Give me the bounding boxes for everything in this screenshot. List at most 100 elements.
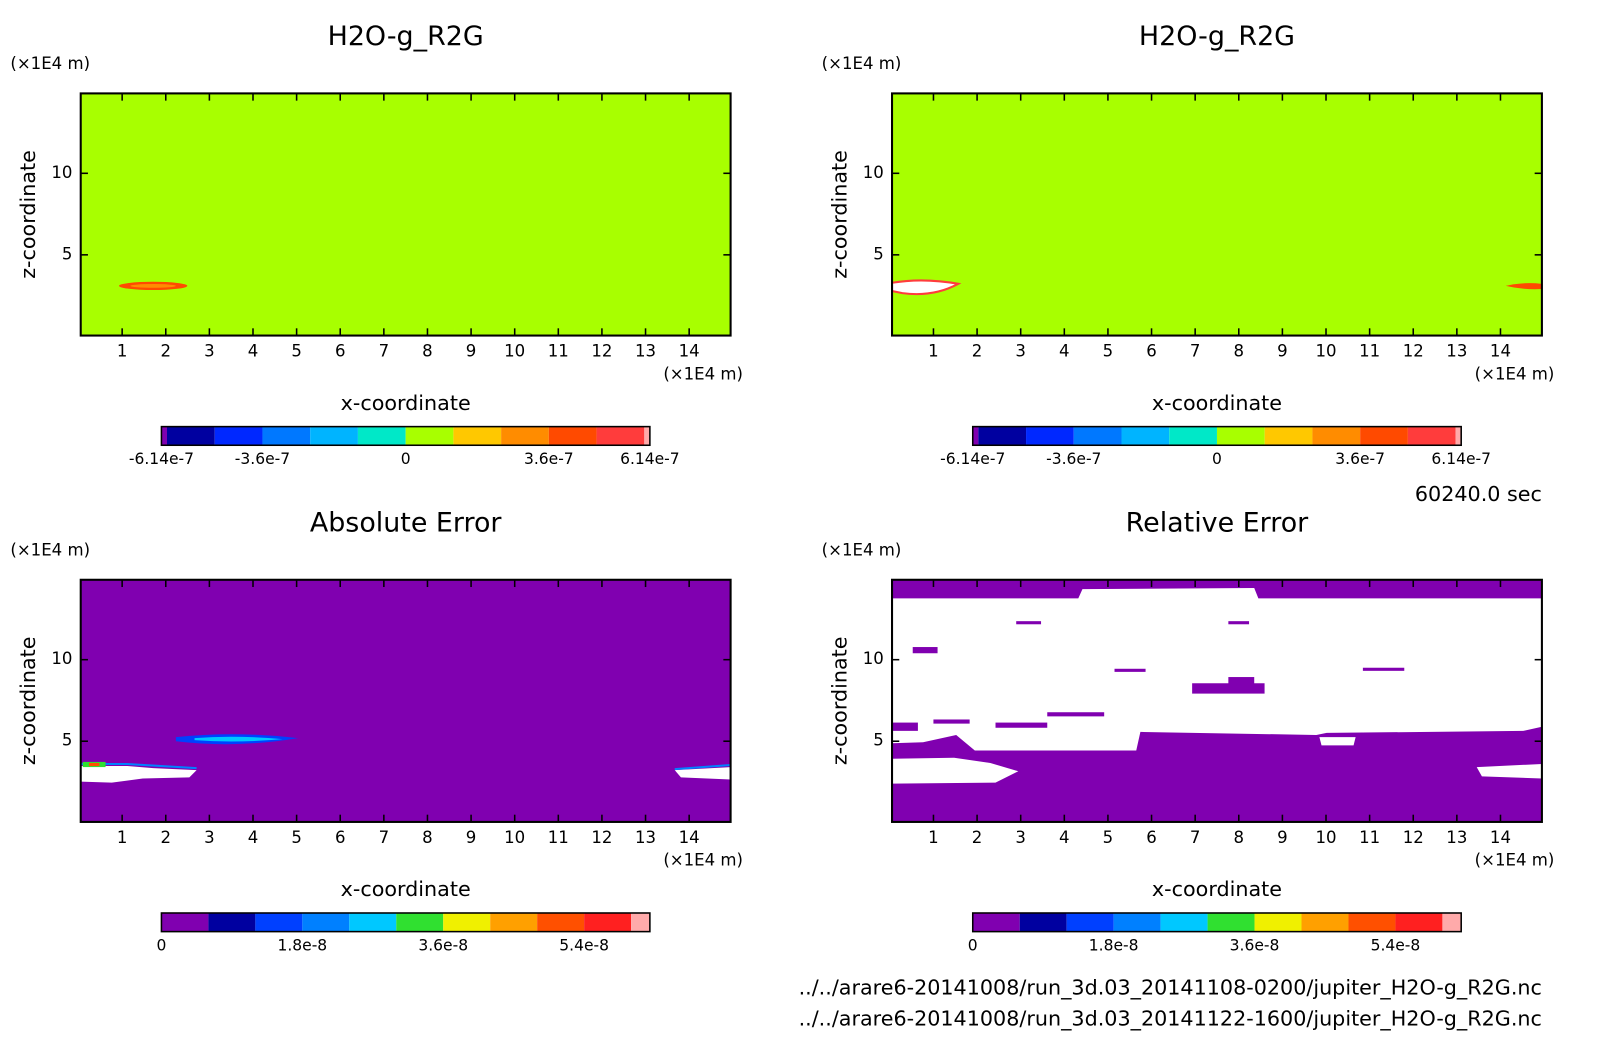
x-tick-label: 14 (1490, 342, 1511, 361)
field-contour (892, 722, 918, 731)
colorbar-box (161, 426, 168, 446)
field-contour (1114, 668, 1146, 672)
colorbar-box (453, 426, 502, 446)
x-tick-label: 11 (1359, 828, 1380, 847)
colorbar-box (972, 426, 979, 446)
y-tick-label: 5 (873, 731, 884, 750)
colorbar-box (490, 912, 538, 932)
x-tick-label: 4 (248, 828, 259, 847)
x-unit: (×1E4 m) (663, 851, 743, 870)
y-tick-label: 5 (62, 731, 73, 750)
field-contour (1228, 621, 1250, 625)
colorbar-box (1348, 912, 1396, 932)
colorbar-tick-label: 1.8e-8 (1089, 937, 1139, 955)
field-background (892, 93, 1542, 336)
x-tick-label: 13 (1446, 828, 1467, 847)
plot-frame (79, 578, 732, 823)
x-tick-label: 11 (1359, 342, 1380, 361)
y-axis-label: z-coordinate (827, 637, 851, 766)
y-unit: (×1E4 m) (822, 540, 902, 559)
colorbar-frame (971, 425, 1462, 447)
colorbar-tick-label: -6.14e-7 (940, 450, 1005, 468)
colorbar-box (1073, 426, 1122, 446)
y-unit: (×1E4 m) (822, 54, 902, 73)
x-tick-label: 10 (1315, 828, 1336, 847)
colorbar-box (1160, 912, 1208, 932)
plot-frame (890, 578, 1543, 823)
chart-title: Relative Error (1126, 507, 1309, 538)
field-contour (995, 722, 1048, 728)
x-tick-label: 6 (335, 828, 346, 847)
colorbar-frame (160, 912, 651, 933)
colorbar-tick-label: 6.14e-7 (620, 450, 680, 468)
colorbar-box (1026, 426, 1074, 446)
x-tick-label: 6 (1146, 342, 1157, 361)
plot-frame (890, 92, 1543, 337)
colorbar-box (396, 912, 444, 932)
colorbar-box (596, 426, 645, 446)
y-tick-label: 10 (51, 163, 72, 182)
colorbar-box (631, 912, 650, 932)
x-tick-label: 13 (1446, 342, 1467, 361)
field-contour (912, 647, 938, 654)
y-unit: (×1E4 m) (10, 54, 90, 73)
colorbar-box (214, 426, 263, 446)
chart-title: Absolute Error (310, 507, 503, 538)
colorbar-tick-label: 3.6e-8 (1230, 937, 1280, 955)
y-tick-label: 5 (62, 244, 73, 263)
colorbar-box (405, 426, 454, 446)
colorbar-box (644, 426, 650, 446)
x-axis-label: x-coordinate (341, 391, 471, 415)
colorbar-box (443, 912, 491, 932)
colorbar-tick-label: 0 (968, 937, 978, 955)
x-tick-label: 3 (1015, 342, 1026, 361)
colorbar-box (161, 912, 209, 932)
colorbar-tick-label: 3.6e-7 (524, 450, 574, 468)
x-tick-label: 5 (291, 828, 302, 847)
x-tick-label: 8 (422, 828, 433, 847)
x-tick-label: 12 (591, 828, 612, 847)
colorbar-box (1066, 912, 1114, 932)
colorbar-tick-label: -3.6e-7 (235, 450, 290, 468)
y-tick-label: 5 (873, 244, 884, 263)
x-tick-label: 10 (1315, 342, 1336, 361)
field-contour (1192, 683, 1265, 694)
x-tick-label: 8 (1234, 342, 1245, 361)
field-contour (1047, 712, 1105, 717)
field-background (80, 579, 731, 822)
x-tick-label: 2 (972, 828, 983, 847)
x-tick-label: 8 (422, 342, 433, 361)
colorbar-box (1455, 426, 1462, 446)
colorbar-box (1395, 912, 1443, 932)
x-tick-label: 2 (161, 342, 172, 361)
field-contour (1362, 667, 1405, 671)
x-tick-label: 13 (635, 342, 656, 361)
y-unit: (×1E4 m) (10, 540, 90, 559)
colorbar-box (1019, 912, 1067, 932)
y-axis-label: z-coordinate (827, 150, 851, 279)
colorbar-tick-label: 3.6e-7 (1335, 450, 1385, 468)
chart-title: H2O-g_R2G (1139, 21, 1295, 52)
x-tick-label: 10 (504, 828, 525, 847)
x-tick-label: 14 (679, 342, 700, 361)
field-contour (1476, 763, 1542, 779)
field-contour (674, 763, 731, 771)
colorbar-tick-label: 0 (1212, 450, 1222, 468)
x-tick-label: 1 (928, 342, 939, 361)
colorbar-box (1121, 426, 1170, 446)
colorbar-frame (971, 912, 1462, 933)
colorbar-box (1254, 912, 1302, 932)
field-contour (1228, 677, 1255, 686)
colorbar-box (978, 426, 1027, 446)
plot-frame (79, 92, 732, 337)
x-tick-label: 4 (1059, 828, 1070, 847)
colorbar-box (1216, 426, 1265, 446)
x-tick-label: 14 (1490, 828, 1511, 847)
colorbar-tick-label: -3.6e-7 (1046, 450, 1101, 468)
x-tick-label: 8 (1234, 828, 1245, 847)
x-tick-label: 7 (379, 828, 390, 847)
